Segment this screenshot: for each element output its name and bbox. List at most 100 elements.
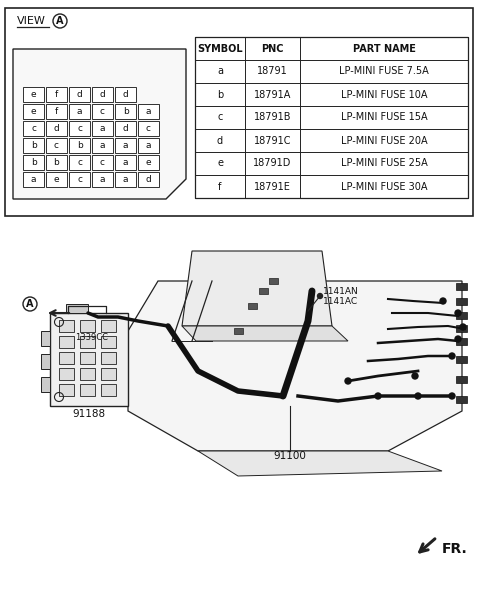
Bar	[50, 313, 128, 406]
Bar	[234, 328, 243, 334]
Bar	[456, 325, 467, 332]
Text: c: c	[100, 107, 105, 116]
Text: a: a	[217, 67, 223, 77]
Text: d: d	[54, 124, 60, 133]
Bar	[138, 155, 159, 170]
Text: e: e	[31, 107, 36, 116]
Bar	[59, 384, 74, 396]
Text: f: f	[218, 181, 222, 191]
Bar	[41, 331, 50, 346]
Bar	[80, 320, 95, 332]
Bar	[138, 172, 159, 187]
Bar	[23, 121, 44, 136]
Bar	[46, 87, 67, 102]
Bar	[195, 37, 468, 198]
Bar	[59, 320, 74, 332]
Polygon shape	[198, 451, 442, 476]
Text: 18791A: 18791A	[254, 90, 291, 100]
Bar	[456, 283, 467, 290]
Bar	[115, 121, 136, 136]
Text: b: b	[217, 90, 223, 100]
Text: LP-MINI FUSE 25A: LP-MINI FUSE 25A	[341, 158, 427, 168]
Bar	[115, 172, 136, 187]
Bar	[92, 87, 113, 102]
Text: a: a	[123, 175, 128, 184]
Bar	[46, 172, 67, 187]
Text: SYMBOL: SYMBOL	[197, 44, 243, 54]
Bar	[23, 155, 44, 170]
Bar	[456, 376, 467, 383]
Text: c: c	[100, 158, 105, 167]
Text: d: d	[122, 124, 128, 133]
Text: c: c	[77, 175, 82, 184]
Bar	[456, 338, 467, 345]
Text: e: e	[146, 158, 151, 167]
Text: c: c	[54, 141, 59, 150]
Circle shape	[412, 373, 418, 379]
Bar	[80, 352, 95, 364]
Bar	[23, 104, 44, 119]
Text: d: d	[122, 90, 128, 99]
Circle shape	[317, 293, 323, 299]
Text: a: a	[123, 141, 128, 150]
Text: LP-MINI FUSE 7.5A: LP-MINI FUSE 7.5A	[339, 67, 429, 77]
Text: 18791E: 18791E	[254, 181, 291, 191]
Text: PART NAME: PART NAME	[353, 44, 415, 54]
Text: b: b	[122, 107, 128, 116]
Text: b: b	[77, 141, 83, 150]
Bar	[46, 104, 67, 119]
Text: e: e	[217, 158, 223, 168]
Text: a: a	[146, 107, 151, 116]
Polygon shape	[13, 49, 186, 199]
Bar	[69, 172, 90, 187]
Bar	[115, 87, 136, 102]
Bar	[80, 384, 95, 396]
Polygon shape	[182, 251, 332, 326]
Text: 18791: 18791	[257, 67, 288, 77]
Text: c: c	[146, 124, 151, 133]
Circle shape	[440, 298, 446, 304]
Text: LP-MINI FUSE 30A: LP-MINI FUSE 30A	[341, 181, 427, 191]
Text: a: a	[31, 175, 36, 184]
Text: d: d	[145, 175, 151, 184]
Bar	[92, 104, 113, 119]
Text: LP-MINI FUSE 10A: LP-MINI FUSE 10A	[341, 90, 427, 100]
Text: PNC: PNC	[261, 44, 284, 54]
Bar	[41, 377, 50, 392]
Text: a: a	[100, 124, 105, 133]
Bar	[92, 172, 113, 187]
Text: A: A	[26, 299, 34, 309]
Bar	[59, 352, 74, 364]
Bar	[23, 138, 44, 153]
Bar	[41, 354, 50, 369]
Bar	[66, 304, 88, 313]
Bar	[101, 384, 116, 396]
Text: 1141AC: 1141AC	[323, 296, 358, 306]
Text: a: a	[146, 141, 151, 150]
Text: c: c	[31, 124, 36, 133]
Bar	[69, 155, 90, 170]
Text: A: A	[56, 16, 64, 26]
Bar	[5, 8, 473, 216]
Bar	[101, 352, 116, 364]
Bar	[92, 155, 113, 170]
Text: b: b	[54, 158, 60, 167]
Bar	[138, 138, 159, 153]
Text: d: d	[217, 135, 223, 145]
Circle shape	[455, 336, 461, 342]
Bar	[101, 320, 116, 332]
Bar	[456, 298, 467, 305]
Circle shape	[415, 393, 421, 399]
Bar	[115, 138, 136, 153]
Bar	[46, 138, 67, 153]
Text: 91188: 91188	[72, 409, 106, 419]
Text: LP-MINI FUSE 15A: LP-MINI FUSE 15A	[341, 112, 427, 123]
Text: e: e	[54, 175, 60, 184]
Text: f: f	[55, 107, 58, 116]
Bar	[115, 104, 136, 119]
Bar	[80, 336, 95, 348]
Text: f: f	[55, 90, 58, 99]
Circle shape	[375, 393, 381, 399]
Bar	[92, 121, 113, 136]
Bar	[248, 303, 257, 309]
